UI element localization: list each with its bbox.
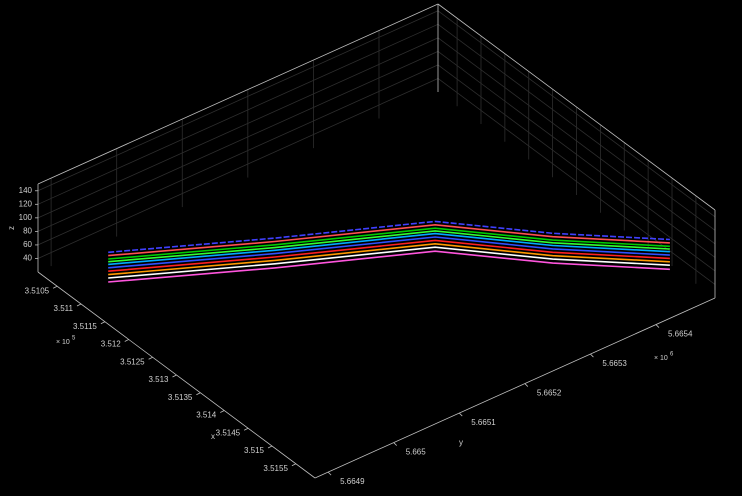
y-tick-label: 5.6654 (668, 330, 693, 339)
z-tick-label: 80 (23, 226, 32, 235)
grid-line (437, 78, 716, 285)
axis-box-edge (314, 297, 716, 479)
y-tick (327, 471, 332, 476)
x-tick (220, 410, 225, 413)
z-tick-label: 140 (19, 186, 33, 195)
x-tick (100, 321, 106, 325)
axis-box-edge (437, 3, 716, 211)
data-line (108, 223, 670, 257)
y-tick-label: 5.665 (406, 448, 427, 457)
x-tick (196, 392, 201, 396)
grid-line (437, 23, 716, 231)
x-tick-label: 3.514 (196, 411, 217, 420)
x-tick (124, 339, 129, 342)
axis-box-edge (37, 3, 439, 185)
x-axis-label: x (211, 432, 215, 441)
y-tick (393, 442, 397, 446)
z-axis-label: z (7, 226, 16, 230)
data-line (108, 246, 670, 279)
grid-line (437, 37, 716, 245)
x-exponent: 5 (72, 336, 76, 342)
grid-line (437, 10, 716, 218)
y-tick-label: 5.6649 (340, 477, 365, 486)
z-tick-label: 60 (23, 240, 32, 249)
z-tick-label: 120 (19, 199, 33, 208)
grid-line (37, 23, 439, 205)
data-line (108, 220, 670, 254)
x-tick (267, 445, 273, 449)
x-tick-label: 3.511 (54, 304, 74, 313)
data-line (108, 230, 670, 263)
x-tick-label: 3.513 (148, 375, 169, 384)
data-line (108, 232, 670, 266)
x-tick-label: 3.5155 (263, 464, 288, 473)
x-tick (291, 463, 297, 467)
x-tick (172, 374, 177, 378)
y-exponent: 6 (670, 352, 674, 358)
x-tick-label: 3.5125 (120, 357, 145, 366)
grid-line (37, 78, 439, 259)
z-tick-label: 100 (19, 213, 33, 222)
y-exponent-base: × 10 (654, 355, 668, 362)
x-tick-label: 3.5115 (73, 322, 97, 331)
x-tick-label: 3.5105 (25, 286, 50, 295)
x-tick-label: 3.515 (244, 446, 265, 455)
y-tick (655, 324, 660, 328)
grid-line (37, 64, 439, 246)
x-tick-label: 3.5135 (168, 393, 193, 402)
x-tick (52, 285, 58, 289)
grid-line (437, 51, 716, 258)
y-tick (458, 412, 463, 417)
y-tick (590, 353, 594, 358)
grid-line (37, 37, 439, 219)
grid-line (437, 64, 716, 272)
grid-line (37, 10, 439, 192)
x-tick-label: 3.512 (101, 340, 122, 349)
y-axis-label: y (459, 438, 463, 447)
x-tick-label: 3.5145 (216, 428, 241, 437)
y-tick-label: 5.6653 (602, 359, 627, 368)
y-tick-label: 5.6652 (537, 389, 562, 398)
data-line (108, 227, 670, 260)
x-tick (148, 356, 153, 360)
x-tick (76, 303, 82, 307)
y-tick-label: 5.6651 (471, 418, 496, 427)
y-tick (524, 383, 529, 387)
data-line (108, 239, 670, 272)
grid-line (37, 51, 439, 232)
x-exponent-base: × 10 (56, 339, 70, 346)
x-tick (243, 427, 249, 431)
data-line (108, 236, 670, 269)
data-line (108, 242, 670, 276)
z-tick-label: 40 (23, 254, 32, 263)
data-line (108, 250, 670, 283)
